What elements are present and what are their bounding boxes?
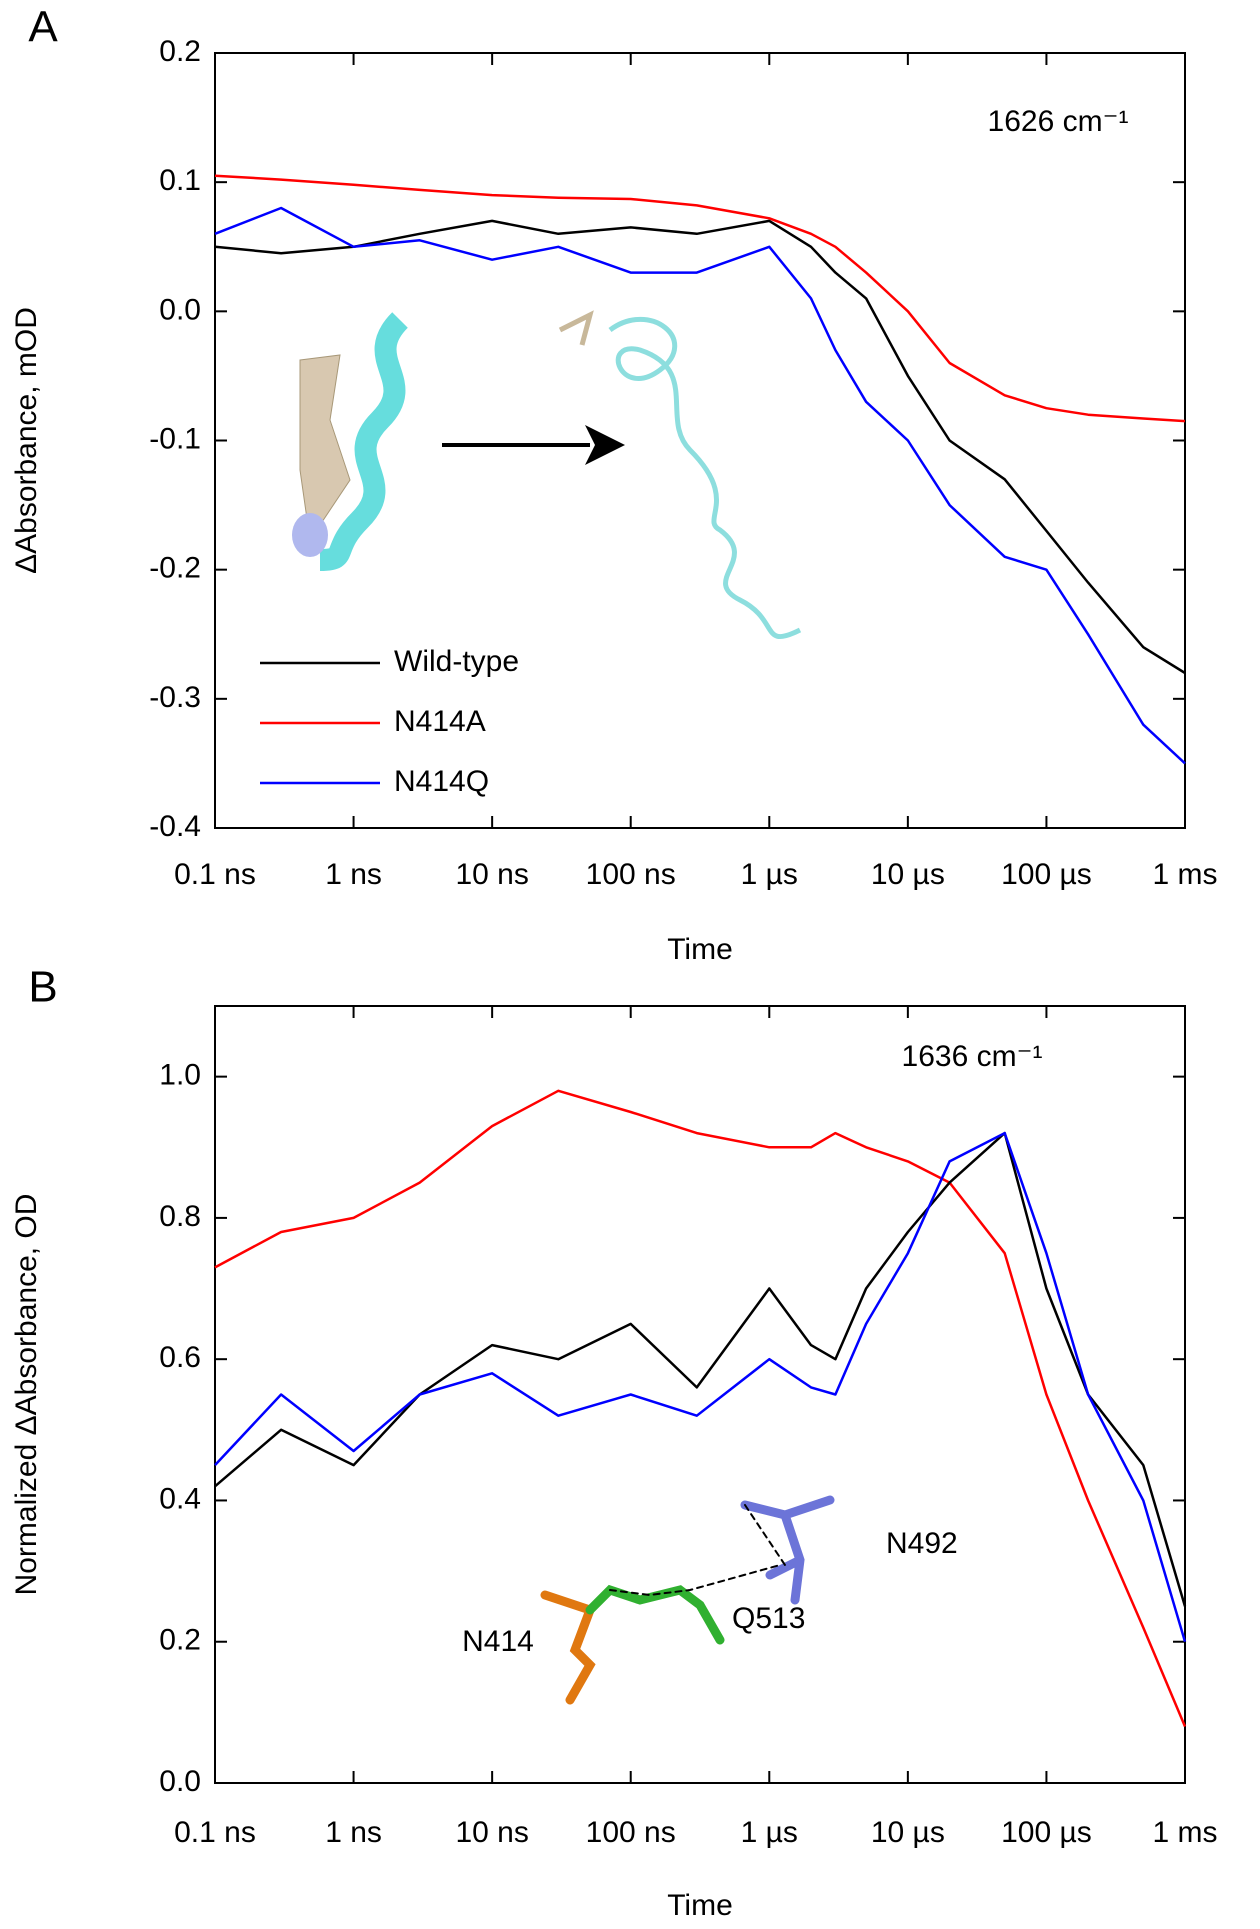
y-tick-label: -0.2 — [149, 552, 201, 585]
x-tick-label: 0.1 ns — [174, 858, 256, 891]
y-tick-label: -0.1 — [149, 422, 201, 455]
residue-sticks — [540, 1495, 835, 1705]
y-tick-label: 0.1 — [159, 164, 201, 197]
data-line — [214, 1131, 1187, 1643]
annotation: 1626 cm⁻¹ — [988, 105, 1129, 138]
structure-label: N414 — [462, 1625, 534, 1658]
data-line — [214, 206, 1186, 765]
x-tick-label: 10 ns — [455, 1816, 528, 1849]
x-tick-label: 1 ms — [1152, 858, 1217, 891]
y-tick-label: 0.0 — [159, 293, 201, 326]
y-tick-label: 0.4 — [159, 1482, 201, 1515]
x-tick-label: 100 ns — [586, 1816, 676, 1849]
protein-cartoon — [292, 310, 802, 640]
y-tick-label: 0.0 — [159, 1765, 201, 1798]
x-tick-label: 1 ms — [1152, 1816, 1217, 1849]
y-tick-label: 0.2 — [159, 1624, 201, 1657]
y-tick-label: 0.2 — [159, 35, 201, 68]
x-tick-label: 1 ns — [325, 1816, 382, 1849]
y-tick-label: 0.8 — [159, 1200, 201, 1233]
y-axis-label: Normalized ΔAbsorbance, OD — [10, 1194, 43, 1596]
legend-label: N414Q — [394, 765, 489, 798]
y-tick-label: 0.6 — [159, 1341, 201, 1374]
data-line — [214, 219, 1186, 675]
x-tick-label: 1 ns — [325, 858, 382, 891]
legend-label: N414A — [394, 705, 486, 738]
structure-label: Q513 — [732, 1602, 805, 1635]
x-axis-label: Time — [667, 1889, 733, 1922]
plot-frame — [214, 1005, 1186, 1784]
x-tick-label: 100 ns — [586, 858, 676, 891]
plot-frame — [214, 52, 1186, 829]
x-tick-label: 0.1 ns — [174, 1816, 256, 1849]
y-tick-label: -0.3 — [149, 681, 201, 714]
x-tick-label: 100 µs — [1001, 858, 1092, 891]
x-tick-label: 10 ns — [455, 858, 528, 891]
annotation: 1636 cm⁻¹ — [902, 1040, 1043, 1073]
x-axis-label: Time — [667, 933, 733, 966]
structure-label: N492 — [886, 1527, 958, 1560]
panel-label: B — [28, 963, 57, 1012]
x-tick-label: 10 µs — [871, 858, 945, 891]
y-tick-label: -0.4 — [149, 810, 201, 843]
x-tick-label: 1 µs — [741, 1816, 798, 1849]
panel-label: A — [28, 3, 58, 52]
data-line — [214, 174, 1186, 423]
data-line — [214, 1089, 1187, 1727]
y-tick-label: 1.0 — [159, 1059, 201, 1092]
x-tick-label: 10 µs — [871, 1816, 945, 1849]
legend-label: Wild-type — [394, 645, 519, 678]
x-tick-label: 100 µs — [1001, 1816, 1092, 1849]
y-axis-label: ΔAbsorbance, mOD — [10, 307, 43, 574]
x-tick-label: 1 µs — [741, 858, 798, 891]
